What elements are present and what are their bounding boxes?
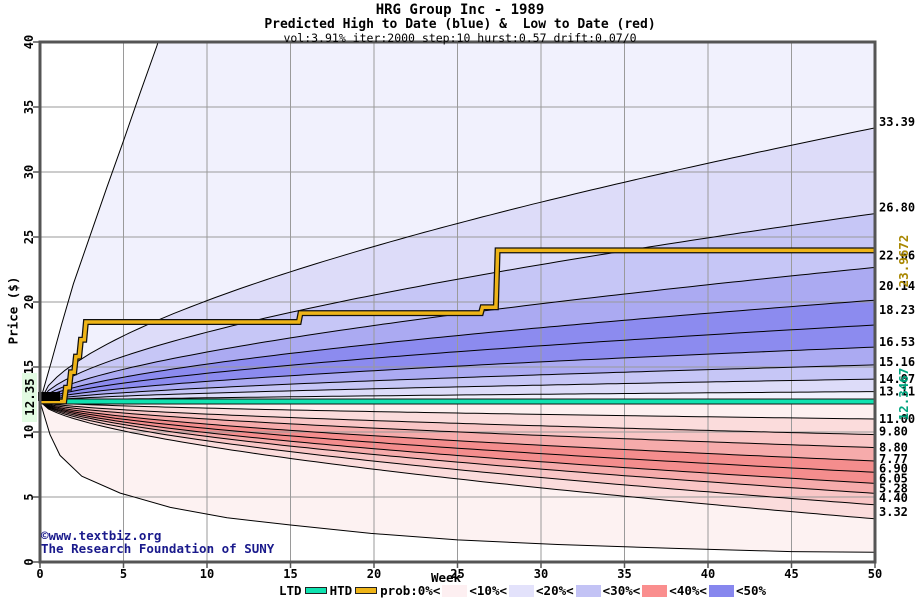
legend-prob-label: prob:0%< <box>380 583 441 598</box>
svg-text:10: 10 <box>22 425 36 439</box>
svg-text:3.32: 3.32 <box>879 505 908 519</box>
svg-text:15: 15 <box>22 360 36 374</box>
annotation-start-price: 12.35 <box>22 378 37 416</box>
legend: LTD HTD prob:0%< <10%< <20%< <30%< <40%< <50% <box>278 583 767 598</box>
svg-text:35: 35 <box>617 567 631 581</box>
legend-prob-label: <50% <box>735 583 767 598</box>
legend-prob-swatch <box>642 584 668 597</box>
legend-prob-label: <20%< <box>536 583 574 598</box>
legend-prob-swatch <box>442 584 468 597</box>
svg-text:0: 0 <box>36 567 43 581</box>
svg-text:35: 35 <box>22 100 36 114</box>
svg-text:26.80: 26.80 <box>879 201 915 215</box>
gridlines <box>40 42 875 562</box>
svg-text:7.77: 7.77 <box>879 452 908 466</box>
tick-marks <box>33 41 876 568</box>
svg-text:15: 15 <box>283 567 297 581</box>
svg-text:22.66: 22.66 <box>879 248 915 262</box>
legend-prob-label: <40%< <box>669 583 707 598</box>
svg-text:8.80: 8.80 <box>879 441 908 455</box>
start-price-marker <box>38 392 60 401</box>
copyright-link[interactable]: ©www.textbiz.org <box>41 528 162 543</box>
svg-text:40: 40 <box>22 35 36 49</box>
foundation-credit: The Research Foundation of SUNY <box>41 541 275 556</box>
contour-lines <box>40 42 875 553</box>
legend-ltd-swatch <box>304 587 327 594</box>
svg-text:15.16: 15.16 <box>879 355 915 369</box>
legend-htd-swatch <box>355 587 378 594</box>
right-value-labels: 33.39 26.80 22.66 20.14 18.23 16.53 15.16 14.07… <box>879 115 915 519</box>
y-tick-labels: 0 5 10 15 20 25 30 35 40 <box>22 35 36 566</box>
svg-text:30: 30 <box>22 165 36 179</box>
svg-text:40: 40 <box>701 567 715 581</box>
svg-text:45: 45 <box>784 567 798 581</box>
x-tick-labels: 0 5 10 15 20 25 30 35 40 45 50 <box>36 567 882 581</box>
svg-text:14.07: 14.07 <box>879 372 915 386</box>
legend-prob-label: <10%< <box>469 583 508 598</box>
legend-prob-swatch <box>708 584 734 597</box>
svg-text:4.40: 4.40 <box>879 491 908 505</box>
svg-text:5: 5 <box>22 493 36 500</box>
svg-text:11.00: 11.00 <box>879 412 915 426</box>
svg-text:33.39: 33.39 <box>879 115 915 129</box>
svg-text:6.05: 6.05 <box>879 471 908 485</box>
svg-text:6.90: 6.90 <box>879 461 908 475</box>
legend-prob-swatch <box>575 584 601 597</box>
svg-text:10: 10 <box>200 567 214 581</box>
x-axis-title: Week <box>430 570 462 585</box>
svg-text:20: 20 <box>22 295 36 309</box>
svg-text:5.28: 5.28 <box>879 481 908 495</box>
start-price-label-bg <box>22 373 37 422</box>
svg-text:18.23: 18.23 <box>879 303 915 317</box>
svg-text:25: 25 <box>450 567 464 581</box>
svg-text:16.53: 16.53 <box>879 335 915 349</box>
svg-text:5: 5 <box>120 567 127 581</box>
legend-htd-label: HTD <box>329 583 353 598</box>
svg-text:25: 25 <box>22 230 36 244</box>
htd-step-line <box>40 247 875 405</box>
svg-text:20: 20 <box>367 567 381 581</box>
legend-prob-swatch <box>509 584 535 597</box>
svg-text:0: 0 <box>22 558 36 565</box>
y-axis-title: Price ($) <box>5 276 21 345</box>
svg-text:9.80: 9.80 <box>879 425 908 439</box>
annotation-ltd-final: 12.3467 <box>896 368 911 421</box>
legend-prob-label: <30%< <box>602 583 641 598</box>
chart-title: HRG Group Inc - 1989 <box>375 2 545 18</box>
svg-text:13.11: 13.11 <box>879 385 915 399</box>
svg-text:30: 30 <box>534 567 548 581</box>
legend-ltd-label: LTD <box>279 583 302 598</box>
chart-params: vol:3.91% iter:2000 step:10 hurst:0.57 d… <box>283 31 637 45</box>
svg-text:20.14: 20.14 <box>879 279 915 293</box>
svg-text:50: 50 <box>868 567 882 581</box>
chart-subtitle: Predicted High to Date (blue) & Low to D… <box>264 17 656 32</box>
annotation-htd-final: 23.9672 <box>896 235 911 288</box>
